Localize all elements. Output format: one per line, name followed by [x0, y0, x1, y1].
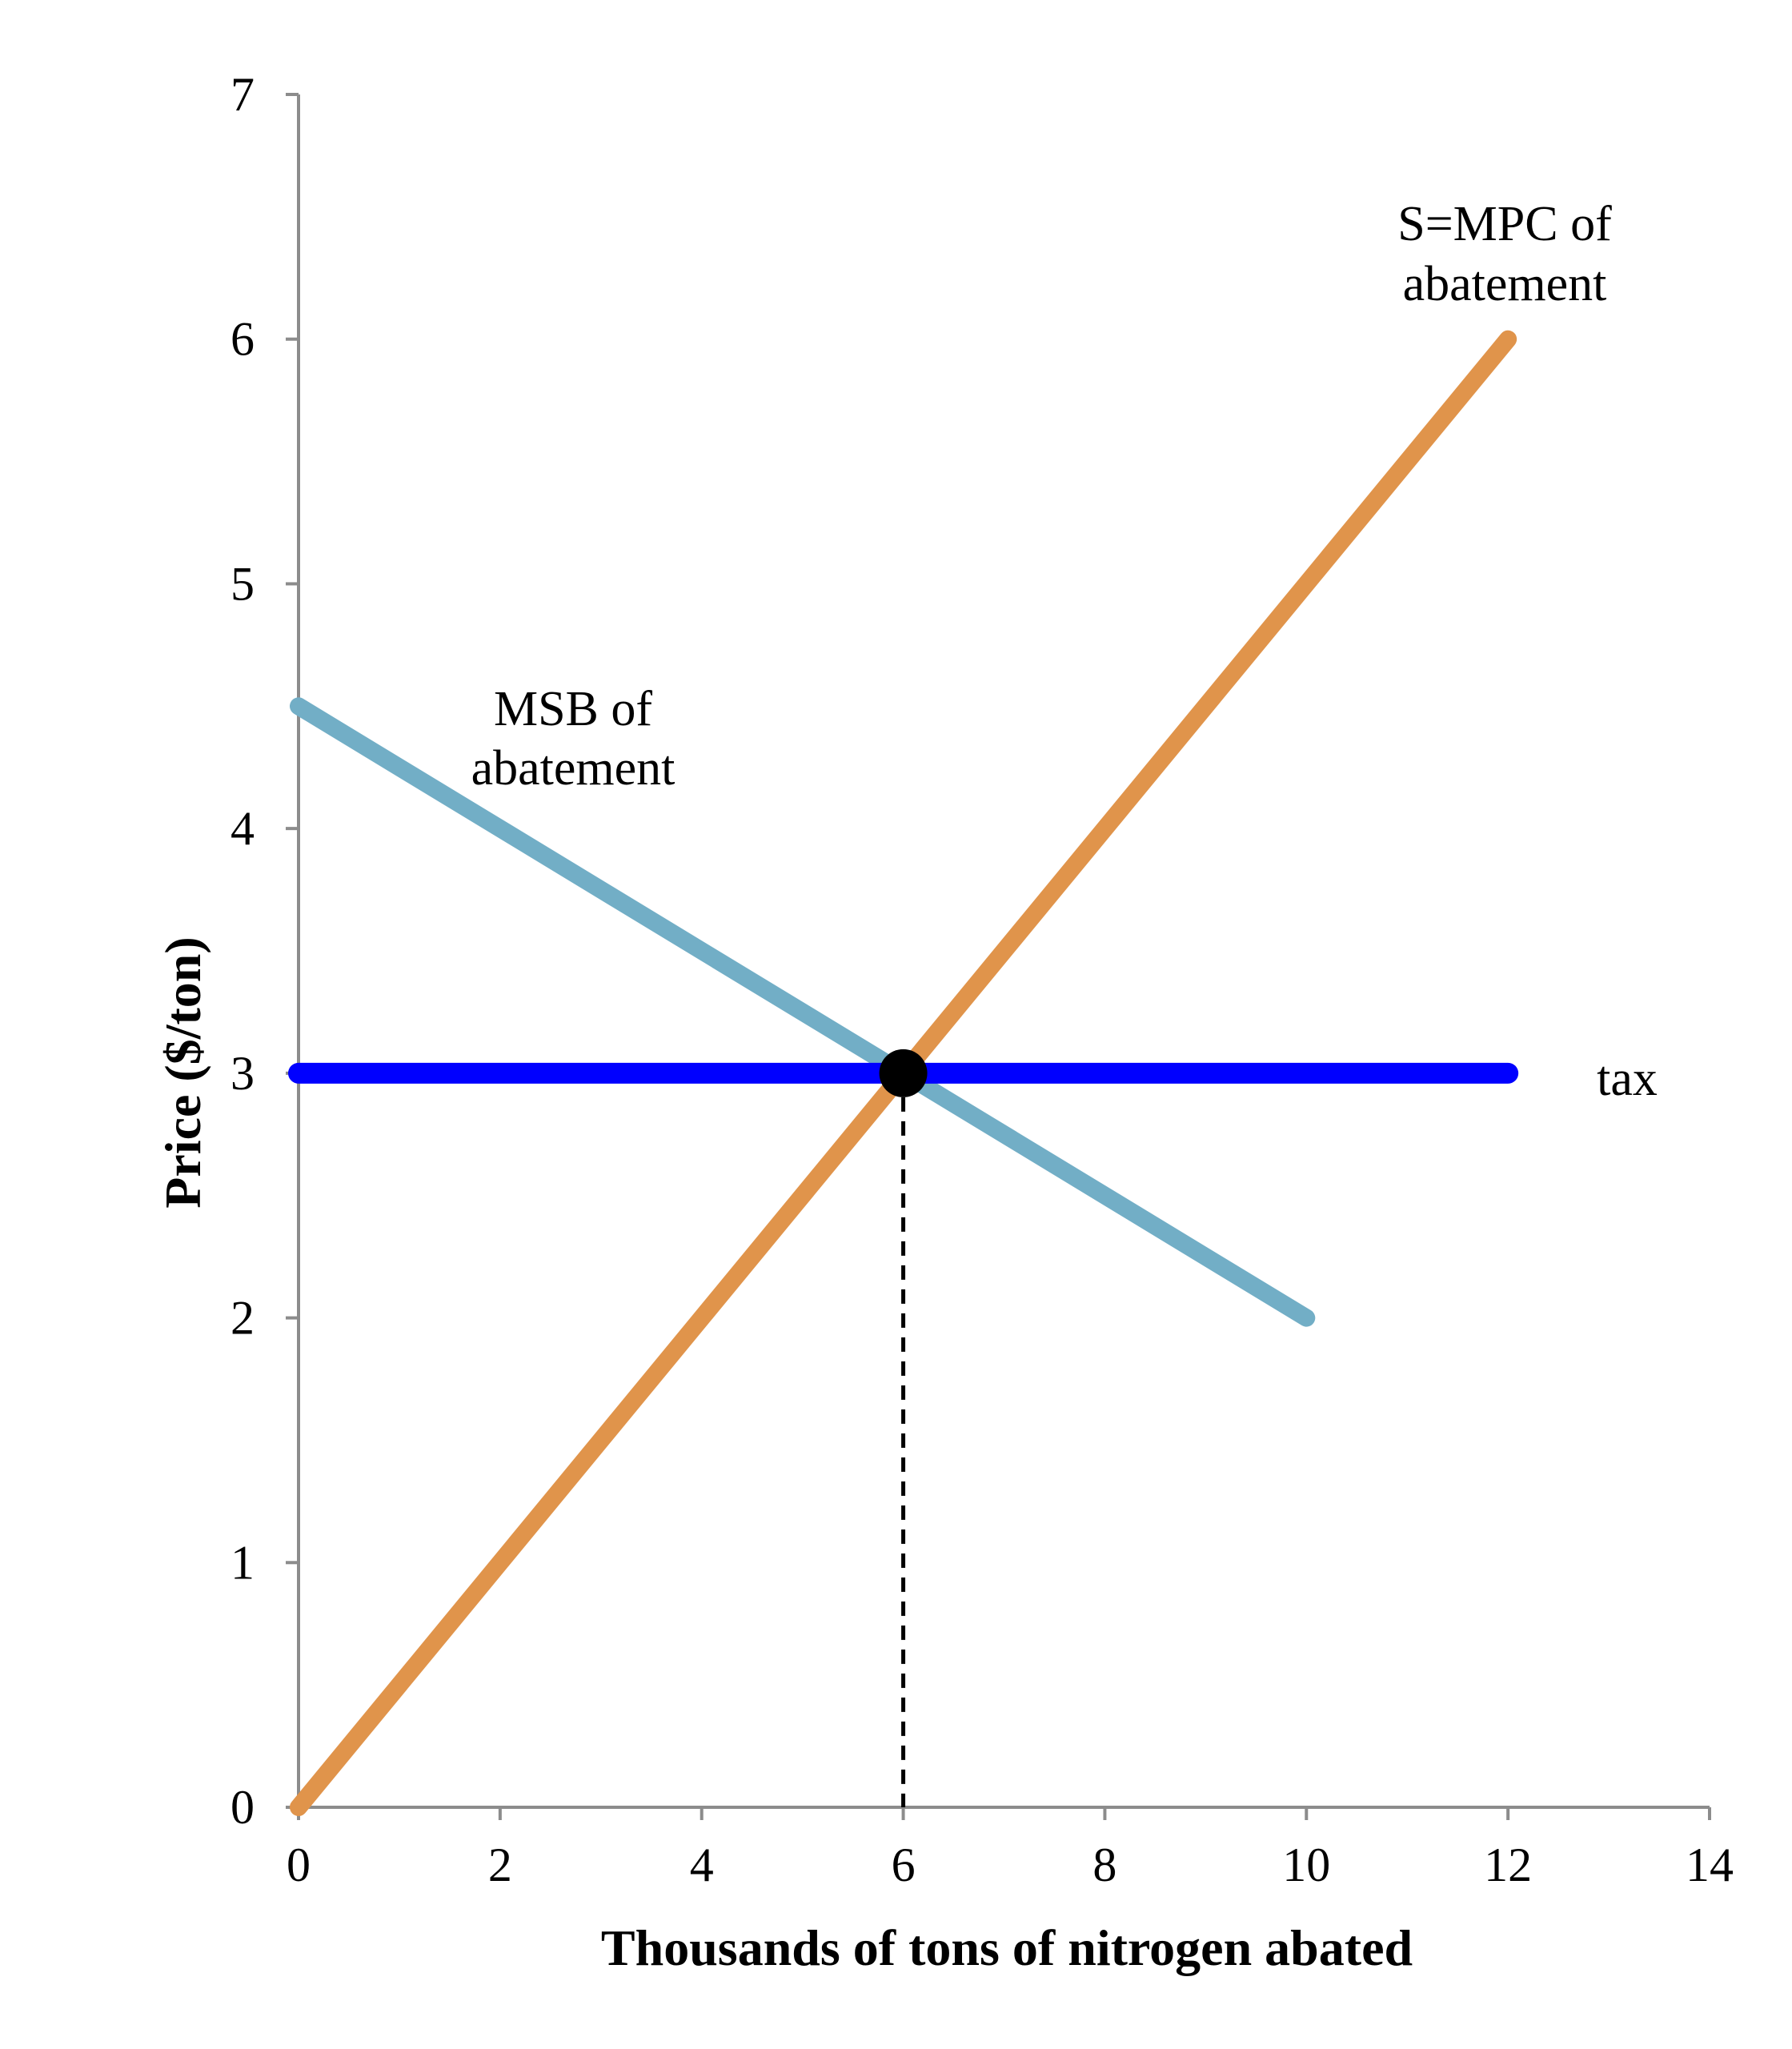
x-tick-label: 6: [892, 1838, 916, 1891]
y-tick-label: 5: [231, 557, 255, 610]
labels: Thousands of tons of nitrogen abated Pri…: [154, 197, 1658, 1976]
x-tick-label: 4: [690, 1838, 714, 1891]
tax-label: tax: [1597, 1052, 1658, 1106]
x-tick-label: 8: [1092, 1838, 1116, 1891]
y-tick-label: 7: [231, 68, 255, 121]
y-axis-title: Price ($/ton): [154, 936, 211, 1208]
x-tick-label: 10: [1282, 1838, 1330, 1891]
x-tick-label: 0: [287, 1838, 311, 1891]
x-axis-title: Thousands of tons of nitrogen abated: [601, 1919, 1413, 1976]
y-tick-label: 2: [231, 1292, 255, 1345]
x-tick-label: 14: [1686, 1838, 1734, 1891]
equilibrium-layer: [879, 1049, 928, 1097]
msb-label-line2: abatement: [471, 741, 676, 796]
msb-label-line1: MSB of: [494, 682, 652, 736]
equilibrium-point: [879, 1049, 928, 1097]
y-tick-label: 1: [231, 1536, 255, 1589]
msb-line: [290, 697, 1316, 1327]
y-tick-label: 3: [231, 1047, 255, 1100]
mpc-label-line1: S=MPC of: [1397, 197, 1612, 251]
x-tick-label: 12: [1484, 1838, 1532, 1891]
y-tick-label: 0: [231, 1781, 255, 1834]
x-tick-label: 2: [488, 1838, 512, 1891]
y-tick-label: 6: [231, 313, 255, 366]
mpc-label-line2: abatement: [1403, 257, 1607, 311]
y-tick-label: 4: [231, 802, 255, 855]
